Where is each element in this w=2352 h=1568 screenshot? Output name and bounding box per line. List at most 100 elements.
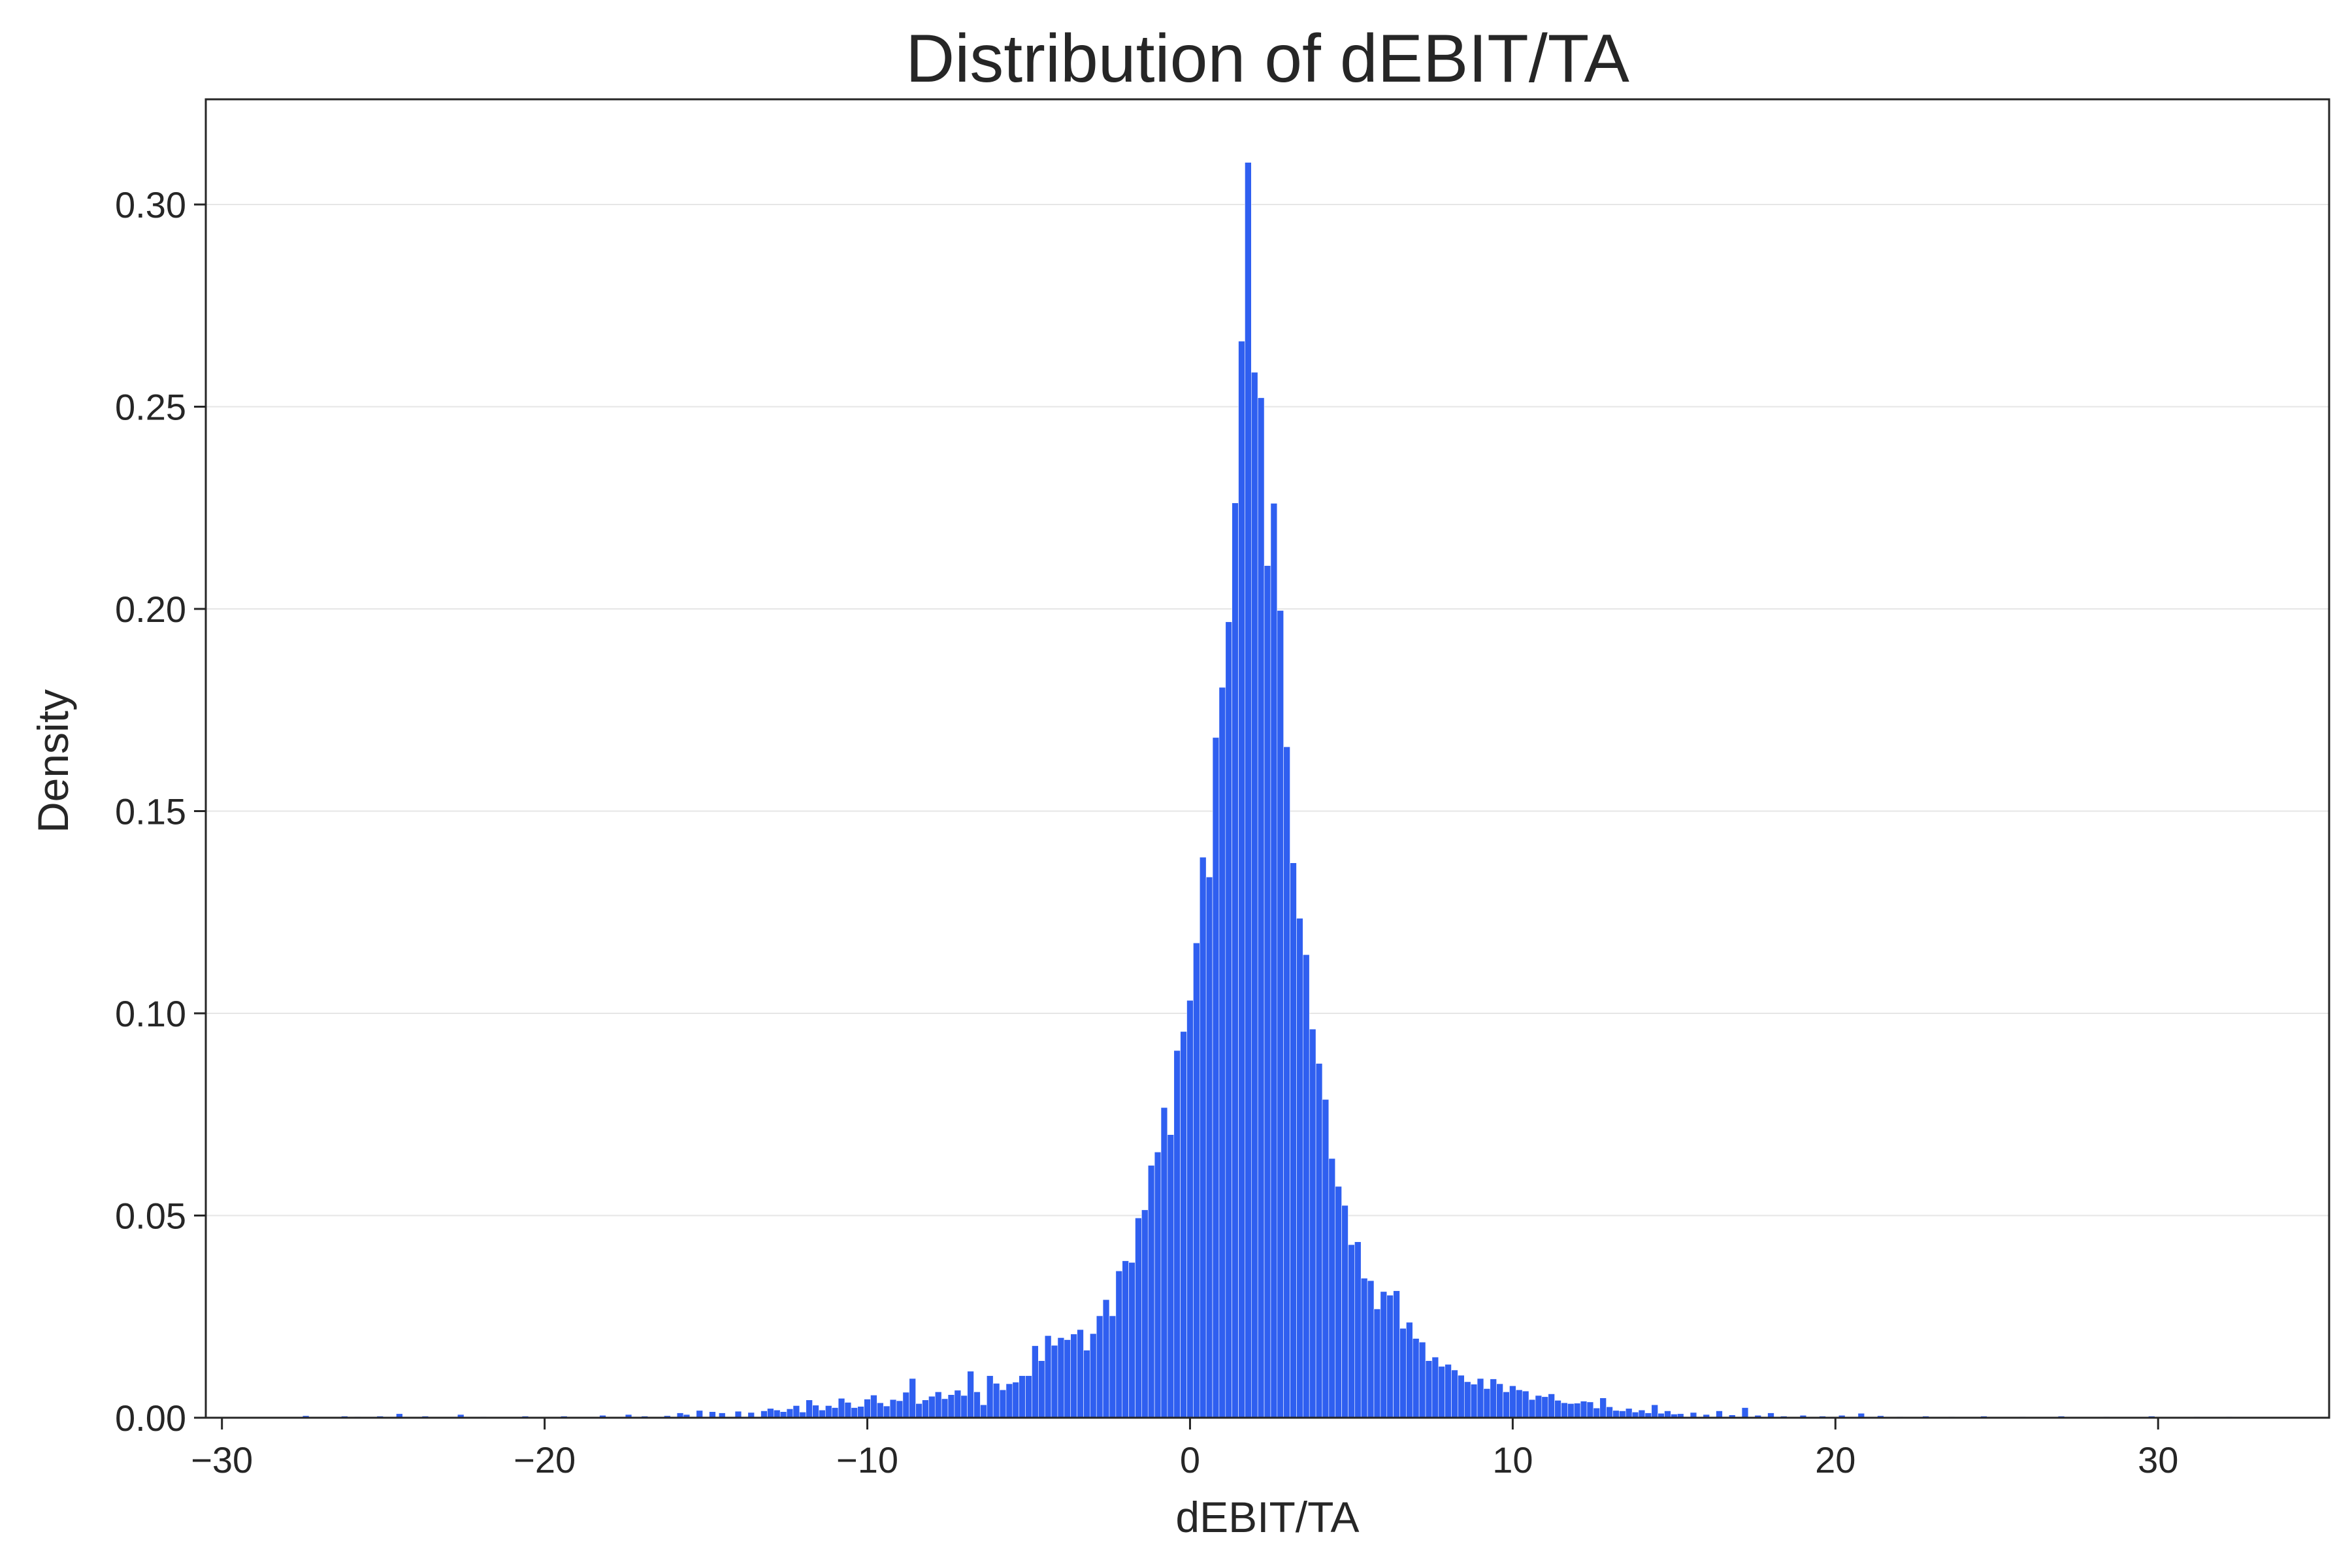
- histogram-bar: [819, 1409, 826, 1418]
- histogram-bar: [1264, 565, 1271, 1418]
- histogram-bar: [877, 1402, 884, 1418]
- plot-frame: [204, 98, 2330, 1419]
- histogram-bar: [1122, 1260, 1129, 1418]
- histogram-bar: [1638, 1409, 1646, 1418]
- histogram-bar: [1212, 737, 1220, 1418]
- histogram-bar: [1057, 1337, 1065, 1418]
- histogram-bar: [1199, 857, 1207, 1418]
- histogram-bar: [1245, 162, 1252, 1418]
- histogram-bar: [1019, 1375, 1026, 1418]
- histogram-bar: [1025, 1375, 1032, 1418]
- histogram-bar: [889, 1399, 897, 1418]
- histogram-bar: [1270, 503, 1278, 1418]
- histogram-bar: [1573, 1403, 1581, 1418]
- histogram-bar: [696, 1410, 703, 1418]
- histogram-bar: [1348, 1244, 1355, 1418]
- histogram-bar: [1193, 942, 1200, 1418]
- histogram-bar: [1373, 1309, 1381, 1418]
- histogram-bar: [1322, 1099, 1330, 1418]
- histogram-bar: [1528, 1399, 1536, 1418]
- histogram-bar: [1431, 1356, 1439, 1418]
- histogram-bar: [1380, 1291, 1388, 1418]
- y-axis-label: Density: [29, 689, 77, 833]
- histogram-bar: [1038, 1360, 1045, 1418]
- histogram-bar: [1483, 1388, 1491, 1418]
- histogram-bar: [1328, 1158, 1336, 1418]
- histogram-bar: [1625, 1408, 1633, 1418]
- histogram-bar: [812, 1405, 819, 1418]
- histogram-bar: [986, 1375, 994, 1418]
- histogram-bar: [1386, 1295, 1394, 1418]
- histogram-bar: [915, 1403, 923, 1418]
- x-axis-ticks: −30 −20 −10 0 10 20 30: [191, 1418, 2178, 1480]
- histogram-bar: [1154, 1152, 1162, 1418]
- y-tick-label: 0.15: [115, 791, 186, 832]
- histogram-bar: [1173, 1050, 1181, 1418]
- histogram-bar: [941, 1398, 949, 1418]
- histogram-bar: [838, 1397, 845, 1418]
- histogram-bar: [1186, 1000, 1194, 1418]
- histogram-bar: [1205, 877, 1213, 1418]
- histogram-bar: [1586, 1401, 1594, 1418]
- histogram-bar: [1438, 1366, 1445, 1418]
- histogram-bar: [1012, 1382, 1019, 1418]
- histogram-bar: [792, 1405, 800, 1418]
- histogram-bar: [1044, 1335, 1052, 1418]
- histogram-bar: [1516, 1389, 1523, 1418]
- histogram-bar: [806, 1399, 813, 1418]
- histogram-bar: [1032, 1345, 1039, 1418]
- y-axis-ticks: 0.00 0.05 0.10 0.15 0.20 0.25 0.30: [115, 184, 206, 1439]
- histogram-bar: [1135, 1217, 1142, 1418]
- histogram-bar: [947, 1394, 955, 1418]
- histogram-bar: [1418, 1341, 1426, 1418]
- histogram-bar: [883, 1405, 890, 1418]
- histogram-bar: [857, 1406, 864, 1418]
- histogram-bar: [1083, 1350, 1090, 1418]
- histogram-bar: [1296, 918, 1303, 1418]
- y-tick-label: 0.20: [115, 589, 186, 630]
- histogram-bar: [774, 1409, 781, 1418]
- histogram-bar: [1463, 1381, 1471, 1418]
- histogram-bar: [1509, 1385, 1516, 1418]
- histogram-bar: [1496, 1383, 1503, 1418]
- histogram-bars: [302, 162, 2233, 1418]
- histogram-bar: [1232, 502, 1239, 1418]
- y-tick-label: 0.00: [115, 1397, 186, 1439]
- x-tick-label: 20: [1815, 1439, 1855, 1480]
- histogram-bar: [1077, 1329, 1084, 1418]
- histogram-bar: [1503, 1392, 1510, 1418]
- histogram-bar: [1567, 1403, 1575, 1418]
- histogram-bar: [1548, 1394, 1555, 1418]
- y-tick-label: 0.10: [115, 993, 186, 1034]
- histogram-bar: [1109, 1315, 1117, 1418]
- histogram-bar: [1606, 1406, 1613, 1418]
- histogram-bar: [1360, 1278, 1368, 1418]
- histogram-bar: [1458, 1375, 1465, 1418]
- histogram-bar: [1115, 1270, 1123, 1418]
- histogram-bar: [1290, 862, 1297, 1418]
- histogram-bar: [954, 1390, 962, 1418]
- histogram-bar: [1541, 1396, 1549, 1418]
- histogram-bar: [1096, 1315, 1103, 1418]
- histogram-bar: [1367, 1280, 1375, 1418]
- y-tick-label: 0.30: [115, 184, 186, 225]
- histogram-bar: [1716, 1411, 1723, 1418]
- histogram-bar: [1335, 1186, 1342, 1418]
- histogram-bar: [825, 1405, 832, 1418]
- histogram-bar: [1238, 340, 1245, 1418]
- x-tick-label: 10: [1492, 1439, 1533, 1480]
- histogram-bar: [1090, 1333, 1097, 1418]
- histogram-bar: [1535, 1395, 1543, 1418]
- histogram-bar: [902, 1392, 910, 1418]
- histogram-bar: [1341, 1205, 1348, 1418]
- histogram-bar: [1664, 1411, 1671, 1418]
- histogram-bar: [1561, 1402, 1568, 1418]
- histogram-bar: [1218, 687, 1226, 1418]
- histogram-bar: [1303, 954, 1310, 1418]
- histogram-bar: [1225, 621, 1232, 1418]
- histogram-bar: [1612, 1410, 1620, 1418]
- histogram-bar: [960, 1395, 968, 1418]
- histogram-bar: [1283, 746, 1290, 1418]
- histogram-bar: [767, 1408, 774, 1418]
